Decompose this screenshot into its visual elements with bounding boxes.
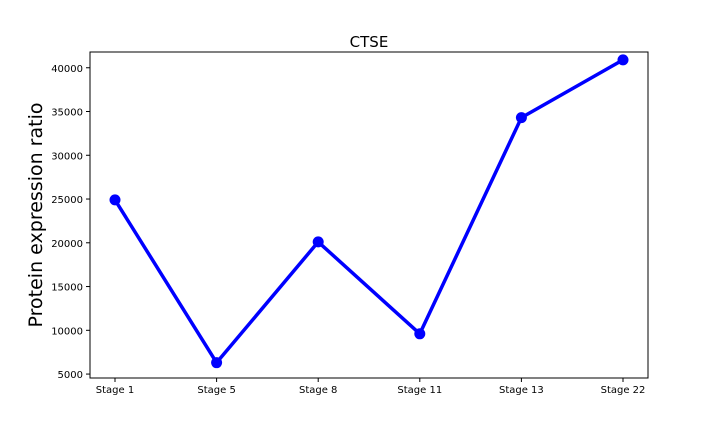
y-tick-label: 30000 — [51, 151, 83, 162]
series-line — [113, 58, 625, 365]
data-point — [312, 236, 324, 248]
chart-title: CTSE — [350, 33, 389, 51]
y-tick-label: 10000 — [51, 326, 83, 337]
x-tick-label: Stage 1 — [96, 385, 134, 396]
data-point — [617, 54, 629, 66]
y-tick-label: 5000 — [58, 370, 83, 381]
data-point — [109, 194, 121, 206]
x-axis-ticks: Stage 1 Stage 5 Stage 8 Stage 11 Stage 13 Sta… — [96, 378, 646, 396]
y-tick-label: 15000 — [51, 283, 83, 294]
data-point — [515, 112, 527, 124]
x-tick-label: Stage 11 — [397, 385, 442, 396]
data-point — [211, 357, 223, 369]
y-axis-label: Protein expression ratio — [25, 103, 47, 328]
y-tick-label: 35000 — [51, 108, 83, 119]
y-axis-ticks: 5000 10000 15000 20000 25000 30000 35000 40000 — [51, 64, 90, 381]
x-tick-label: Stage 13 — [499, 385, 544, 396]
x-tick-label: Stage 22 — [601, 385, 646, 396]
y-tick-label: 40000 — [51, 64, 83, 75]
x-tick-label: Stage 5 — [197, 385, 235, 396]
series-layer — [109, 54, 629, 369]
plot-frame — [89, 51, 649, 379]
y-tick-label: 25000 — [51, 195, 83, 206]
x-tick-label: Stage 8 — [299, 385, 337, 396]
data-point — [414, 328, 426, 340]
y-tick-label: 20000 — [51, 239, 83, 250]
